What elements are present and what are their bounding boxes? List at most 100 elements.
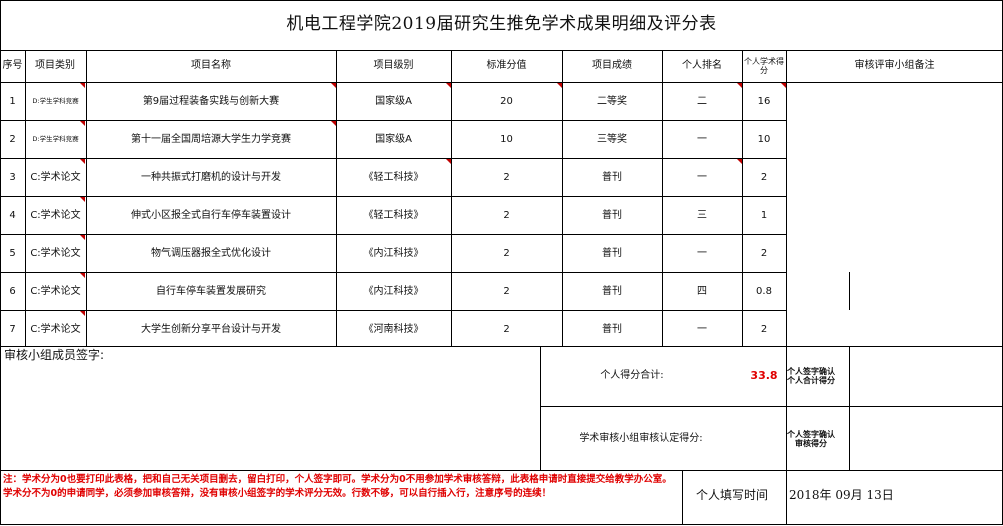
comment-marker [737, 159, 742, 164]
row-6-rank: 四 [697, 285, 707, 297]
row-7-category: C:学术论文 [30, 323, 81, 335]
row-6-score: 0.8 [756, 285, 772, 297]
total-value: 33.8 [750, 368, 778, 382]
comment-marker [80, 121, 85, 126]
grid-line [0, 524, 1003, 525]
grid-line [0, 196, 787, 197]
header-standard: 标准分值 [486, 60, 527, 72]
row-5-name: 物气调压器报全式优化设计 [151, 247, 271, 259]
row-2-level: 国家级A [375, 133, 412, 145]
grid-line [540, 346, 541, 470]
row-7-result: 普刊 [602, 323, 622, 335]
row-1-level: 国家级A [375, 95, 412, 107]
row-3-no: 3 [9, 171, 16, 183]
row-6-category: C:学术论文 [30, 285, 81, 297]
grid-line [849, 346, 850, 470]
row-7-level: 《河南科技》 [363, 323, 424, 335]
comment-marker [331, 121, 336, 126]
row-2-result: 三等奖 [597, 133, 627, 145]
confirm-review-label: 个人签字确认审核得分 [787, 429, 835, 448]
grid-line [25, 50, 26, 346]
row-4-no: 4 [9, 209, 16, 221]
comment-marker [446, 159, 451, 164]
row-6-level: 《内江科技》 [363, 285, 424, 297]
grid-line [540, 406, 1003, 407]
row-5-rank: 一 [697, 247, 707, 259]
comment-marker [557, 83, 562, 88]
row-7-no: 7 [9, 323, 16, 335]
header-category: 项目类别 [35, 60, 75, 72]
row-4-result: 普刊 [602, 209, 622, 221]
grid-line [0, 0, 1, 525]
total-label: 个人得分合计: [600, 370, 664, 382]
row-5-score: 2 [760, 247, 768, 259]
row-3-standard: 2 [503, 171, 510, 183]
comment-marker [80, 273, 85, 278]
comment-marker [80, 311, 85, 316]
row-1-standard: 20 [500, 95, 513, 107]
comment-marker [446, 83, 451, 88]
row-2-name: 第十一届全国周培源大学生力学竞赛 [131, 133, 291, 145]
row-6-result: 普刊 [602, 285, 622, 297]
grid-line [682, 470, 683, 524]
comment-marker [80, 83, 85, 88]
row-2-rank: 一 [697, 133, 707, 145]
grid-line [742, 50, 743, 346]
grid-line [0, 158, 787, 159]
grid-line [451, 50, 452, 346]
header-name: 项目名称 [191, 60, 231, 72]
row-7-name: 大学生创新分享平台设计与开发 [141, 323, 281, 335]
header-result: 项目成绩 [592, 60, 632, 72]
row-4-rank: 三 [697, 209, 707, 221]
comment-marker [781, 83, 786, 88]
header-no: 序号 [2, 60, 23, 72]
review-signature-label: 审核小组成员签字: [4, 348, 105, 363]
row-2-category: D:学生学科竞赛 [32, 134, 79, 143]
committee-label: 学术审核小组审核认定得分: [579, 433, 703, 445]
grid-line [562, 50, 563, 346]
row-3-rank: 一 [697, 171, 707, 183]
row-2-score: 10 [757, 133, 771, 145]
grid-line [662, 50, 663, 346]
comment-marker [80, 235, 85, 240]
row-1-result: 二等奖 [597, 95, 627, 107]
row-4-score: 1 [760, 209, 768, 221]
row-1-name: 第9届过程装备实践与创新大赛 [142, 95, 280, 107]
grid-line [0, 50, 1003, 51]
comment-marker [80, 159, 85, 164]
grid-line [0, 82, 1003, 83]
row-1-rank: 二 [697, 95, 707, 107]
grid-line [86, 50, 87, 346]
notice-text: 注：学术分为0也要打印此表格，把和自己无关项目删去，留白打印，个人签字即可。学术… [3, 474, 672, 499]
grid-line [0, 346, 1003, 347]
comment-marker [331, 83, 336, 88]
fill-time-label: 个人填写时间 [695, 488, 768, 503]
row-5-level: 《内江科技》 [363, 247, 424, 259]
row-5-category: C:学术论文 [30, 247, 81, 259]
grid-line [786, 50, 787, 524]
row-1-score: 16 [757, 95, 771, 107]
grid-line [336, 50, 337, 346]
grid-line [0, 470, 1003, 471]
row-3-score: 2 [760, 171, 768, 183]
grid-line [0, 0, 1003, 1]
header-review: 审核评审小组备注 [854, 60, 935, 72]
row-3-level: 《轻工科技》 [363, 171, 424, 183]
row-6-standard: 2 [503, 285, 510, 297]
row-7-score: 2 [760, 323, 768, 335]
row-6-name: 自行车停车装置发展研究 [156, 285, 266, 297]
grid-line [0, 272, 787, 273]
row-6-no: 6 [9, 285, 16, 297]
header-rank: 个人排名 [682, 60, 722, 72]
sheet-title: 机电工程学院2019届研究生推免学术成果明细及评分表 [286, 14, 717, 35]
row-3-name: 一种共振式打磨机的设计与开发 [141, 171, 281, 183]
row-5-standard: 2 [503, 247, 510, 259]
row-7-rank: 一 [697, 323, 707, 335]
grid-line [849, 272, 850, 310]
comment-marker [80, 197, 85, 202]
grid-line [0, 234, 787, 235]
row-3-result: 普刊 [602, 171, 622, 183]
comment-marker [737, 83, 742, 88]
row-4-name: 伸式小区报全式自行车停车装置设计 [131, 209, 291, 221]
